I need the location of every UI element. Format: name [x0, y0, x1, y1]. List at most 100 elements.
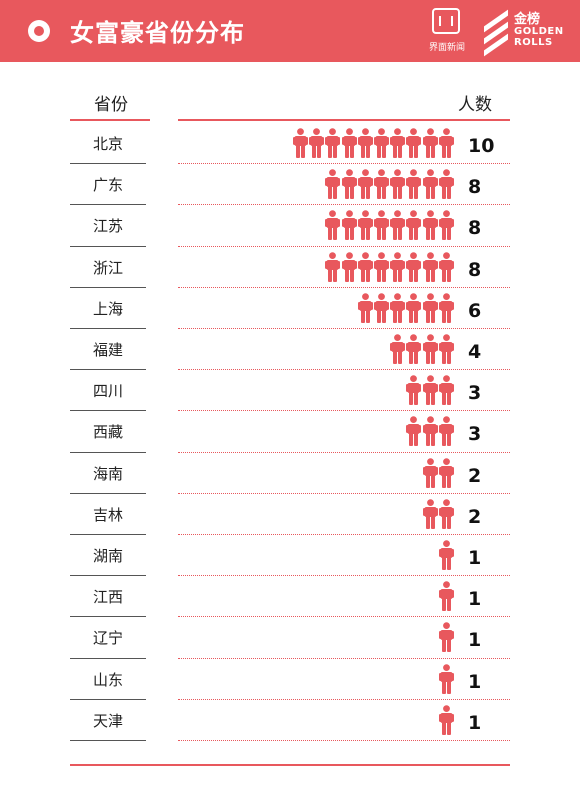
count-label: 10 — [468, 135, 495, 157]
person-icon — [422, 334, 438, 364]
province-label: 浙江 — [92, 258, 123, 277]
bottom-rule — [70, 764, 510, 766]
person-icon — [406, 334, 422, 364]
province-divider — [70, 369, 146, 371]
person-icon — [341, 169, 357, 200]
province-label: 湖南 — [92, 547, 123, 565]
chart-title: 女富豪省份分布 — [70, 19, 245, 47]
province-divider — [70, 451, 146, 453]
header-banner: 女富豪省份分布 界面新闻 金榜 GOLDEN ROLLS — [0, 0, 580, 62]
count-label: 8 — [468, 217, 482, 240]
row-divider — [178, 410, 510, 412]
count-label: 4 — [468, 341, 482, 363]
row-divider — [178, 616, 510, 618]
person-icon — [374, 251, 389, 282]
person-icon — [357, 169, 373, 200]
person-icon — [422, 375, 438, 406]
person-icon — [406, 292, 422, 323]
province-divider — [70, 534, 146, 535]
person-icon — [438, 210, 454, 241]
count-label: 1 — [468, 588, 482, 611]
person-icon — [438, 169, 454, 200]
row-divider — [178, 492, 510, 494]
person-icon — [438, 457, 454, 488]
person-icon — [374, 292, 389, 323]
province-label: 海南 — [92, 464, 123, 483]
person-icon — [325, 169, 341, 200]
person-icon — [357, 292, 373, 323]
province-divider — [70, 328, 146, 329]
jiemian-logo-text: 界面新闻 — [428, 43, 465, 53]
count-label: 2 — [468, 505, 482, 528]
person-icon — [438, 375, 454, 406]
person-icon — [341, 128, 357, 158]
golden-rolls-logo-en-line1: GOLDEN — [514, 26, 564, 37]
person-icon — [422, 292, 438, 323]
count-label: 1 — [468, 711, 482, 734]
golden-rolls-logo-icon — [484, 9, 510, 57]
count-label: 2 — [468, 464, 482, 487]
row-divider — [178, 657, 510, 659]
count-label: 3 — [468, 382, 482, 405]
province-divider — [70, 410, 146, 412]
person-icon — [438, 704, 454, 735]
person-icon — [422, 169, 438, 200]
jiemian-logo: 界面新闻 — [424, 8, 470, 56]
person-icon — [422, 210, 438, 241]
golden-rolls-logo-cn: 金榜 — [514, 12, 541, 27]
province-divider — [70, 204, 146, 206]
person-icon — [422, 498, 438, 529]
person-icon — [374, 169, 389, 200]
person-icon — [438, 540, 454, 570]
person-icon — [374, 210, 389, 241]
province-divider — [70, 163, 146, 165]
province-label: 山东 — [92, 670, 123, 689]
person-icon — [341, 251, 357, 282]
person-icon — [309, 128, 325, 158]
golden-rolls-logo-en: GOLDEN ROLLS — [514, 26, 564, 48]
person-icon — [325, 251, 341, 282]
person-icon — [406, 251, 422, 282]
person-icon — [390, 128, 406, 158]
category-header: 省份 — [94, 95, 128, 115]
person-icon — [390, 210, 406, 241]
person-icon — [357, 210, 373, 241]
province-divider — [70, 657, 146, 659]
person-icon — [422, 251, 438, 282]
person-icon — [438, 334, 454, 364]
person-icon — [422, 457, 438, 488]
count-label: 1 — [468, 670, 482, 693]
row-divider — [178, 204, 510, 206]
province-label: 西藏 — [92, 423, 123, 442]
province-label: 天津 — [92, 711, 123, 730]
person-icon — [406, 416, 422, 447]
province-divider — [70, 245, 146, 247]
golden-rolls-logo-en-line2: ROLLS — [514, 37, 553, 48]
row-divider — [178, 575, 510, 577]
person-icon — [422, 416, 438, 447]
value-header-rule — [178, 119, 510, 121]
count-label: 8 — [468, 258, 482, 281]
province-divider — [70, 616, 146, 618]
count-label: 1 — [468, 629, 482, 652]
person-icon — [438, 416, 454, 447]
row-divider — [178, 163, 510, 165]
person-icon — [374, 128, 389, 158]
person-icon — [357, 128, 373, 158]
person-icon — [438, 251, 454, 282]
person-icon — [293, 128, 308, 158]
person-icon — [438, 581, 454, 612]
row-divider — [178, 534, 510, 535]
person-icon — [325, 210, 341, 241]
province-divider — [70, 698, 146, 700]
person-icon — [438, 622, 454, 653]
province-divider — [70, 286, 146, 288]
row-divider — [178, 286, 510, 288]
province-label: 北京 — [92, 135, 123, 153]
person-icon — [438, 292, 454, 323]
person-icon — [422, 128, 438, 158]
person-icon — [325, 128, 341, 158]
province-divider — [70, 740, 146, 741]
person-icon — [390, 334, 406, 364]
province-label: 吉林 — [92, 505, 123, 524]
